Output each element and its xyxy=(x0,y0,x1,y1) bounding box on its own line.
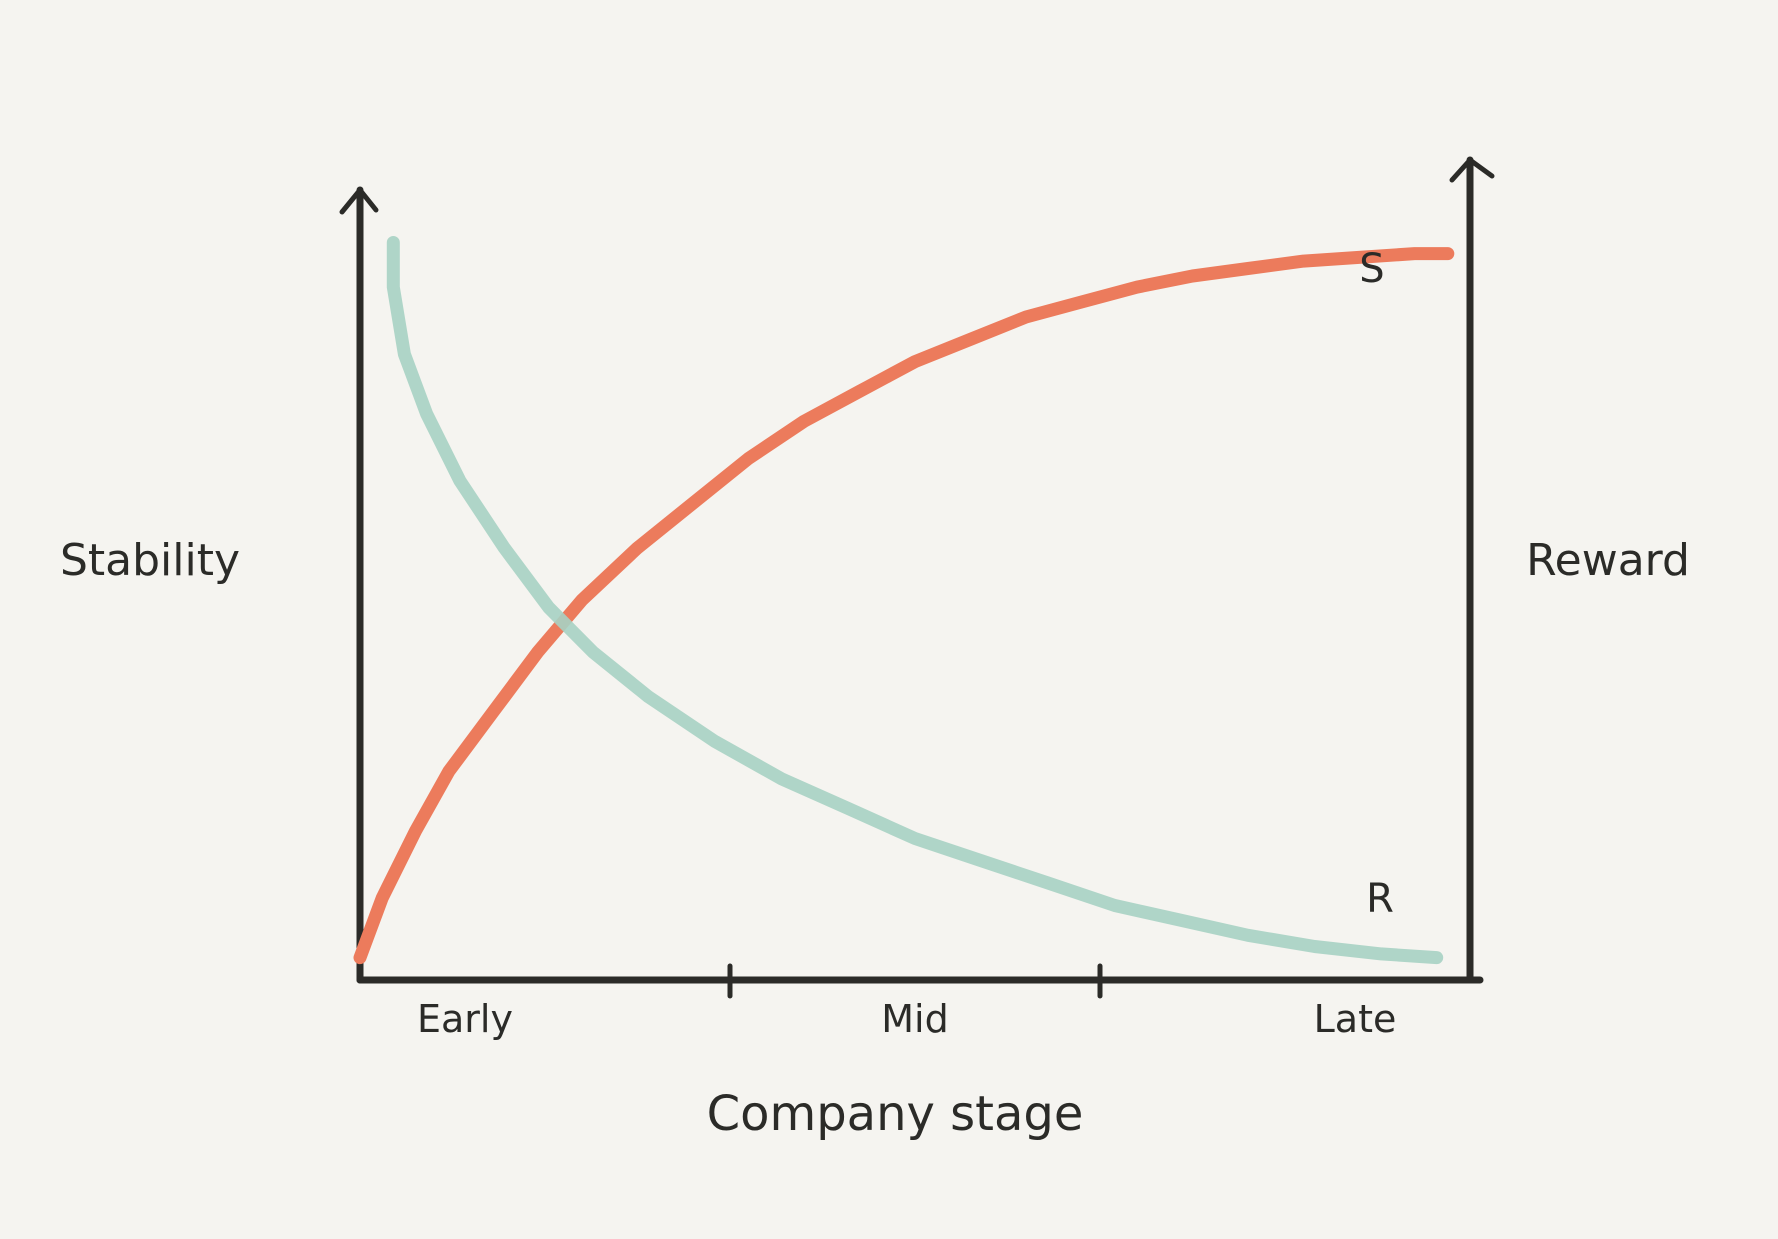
series-line-s xyxy=(353,247,1455,965)
right-y-axis-arrow-icon xyxy=(1449,157,1495,183)
x-axis-ticks xyxy=(727,963,1103,999)
series-line-r xyxy=(386,236,1444,965)
x-axis-label: Company stage xyxy=(707,1086,1084,1142)
y-axis-label-right: Reward xyxy=(1526,535,1690,586)
series-label-r: R xyxy=(1366,876,1394,922)
y-axis-label-left: Stability xyxy=(60,535,240,586)
series-group xyxy=(353,236,1455,965)
left-y-axis-arrow-icon xyxy=(339,187,379,215)
x-tick-label-early: Early xyxy=(417,997,513,1041)
x-tick-label-mid: Mid xyxy=(881,997,948,1041)
series-label-s: S xyxy=(1359,246,1384,292)
x-tick-label-late: Late xyxy=(1314,997,1397,1041)
